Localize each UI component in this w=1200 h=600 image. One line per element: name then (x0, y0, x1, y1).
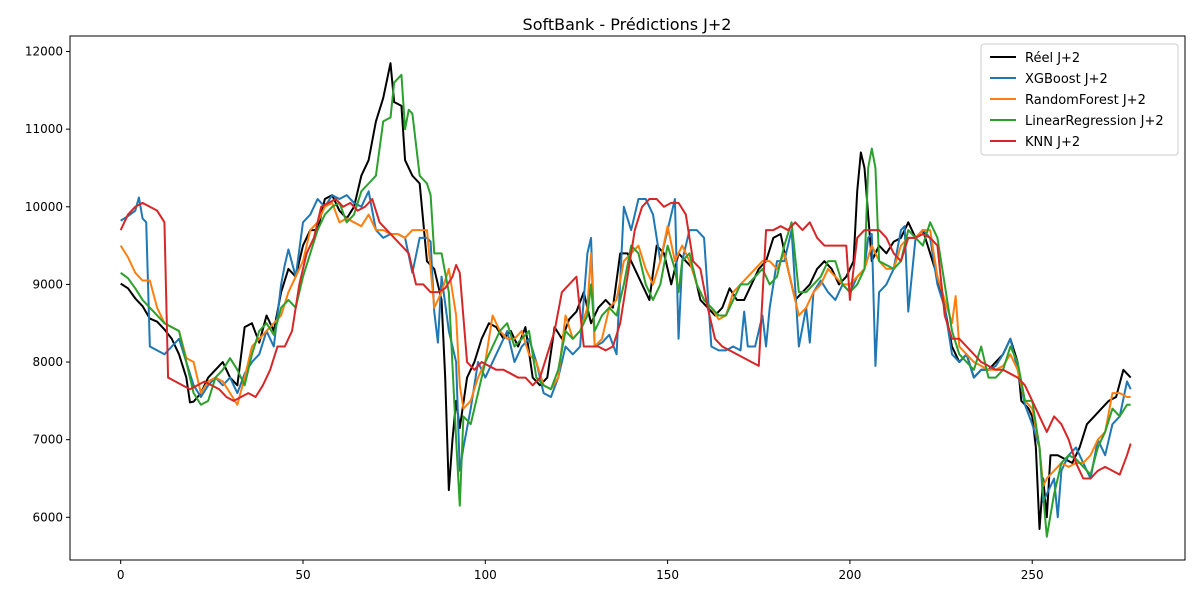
y-tick-label: 12000 (25, 45, 63, 59)
legend-label: XGBoost J+2 (1025, 72, 1108, 87)
legend-label: RandomForest J+2 (1025, 93, 1146, 108)
x-tick-label: 250 (1021, 568, 1044, 582)
x-tick-label: 200 (838, 568, 861, 582)
x-axis: 0 50 100 150 200 250 (117, 560, 1044, 582)
y-tick-label: 8000 (32, 355, 63, 369)
series-line-1 (120, 190, 1132, 519)
y-tick-label: 6000 (32, 510, 63, 524)
y-tick-label: 7000 (32, 433, 63, 447)
y-tick-label: 9000 (32, 277, 63, 291)
series-line-2 (119, 201, 1131, 488)
x-tick-label: 150 (656, 568, 679, 582)
chart-title: SoftBank - Prédictions J+2 (523, 15, 732, 34)
series-layer (119, 62, 1132, 538)
legend-box (980, 43, 1179, 156)
y-axis: 6000 7000 8000 9000 10000 11000 12000 (25, 45, 70, 524)
series-line-4 (119, 198, 1132, 480)
legend-label: LinearRegression J+2 (1025, 114, 1164, 129)
x-tick-label: 100 (474, 568, 497, 582)
y-tick-label: 10000 (25, 200, 63, 214)
legend: Réel J+2 XGBoost J+2 RandomForest J+2 Linea… (980, 43, 1179, 156)
legend-label: KNN J+2 (1025, 135, 1080, 150)
plot-frame (69, 35, 1186, 561)
series-line-3 (120, 73, 1131, 538)
x-tick-label: 50 (295, 568, 310, 582)
y-tick-label: 11000 (25, 122, 63, 136)
x-tick-label: 0 (117, 568, 125, 582)
legend-label: Réel J+2 (1025, 51, 1080, 66)
